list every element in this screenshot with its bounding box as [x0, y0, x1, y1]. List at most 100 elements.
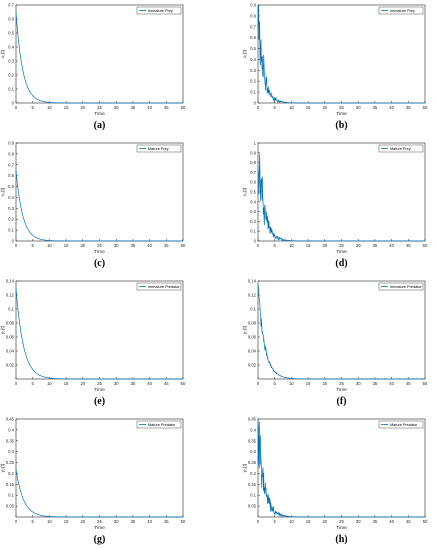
- y-tick-label: 0.6: [250, 35, 256, 40]
- data-point: [404, 378, 406, 380]
- data-point: [175, 240, 177, 242]
- legend-box: [136, 144, 182, 153]
- x-tick-label: 0: [15, 381, 18, 386]
- x-tick-label: 15: [64, 243, 69, 248]
- data-point: [391, 240, 392, 242]
- data-point: [317, 516, 319, 518]
- data-point: [149, 240, 150, 242]
- data-point: [89, 102, 90, 104]
- y-tick-label: 0.3: [250, 209, 256, 214]
- panel-caption-text: (c): [93, 258, 106, 269]
- data-point: [424, 516, 426, 518]
- y-tick-label: 0.8: [8, 151, 14, 156]
- data-point: [424, 102, 426, 104]
- x-tick-label: 5: [274, 243, 277, 248]
- y-tick-label: 0.3: [8, 206, 14, 211]
- y-tick-label: 0.04: [6, 349, 15, 354]
- y-tick-label: 0.4: [250, 199, 256, 204]
- data-point: [102, 102, 104, 104]
- x-tick-label: 25: [339, 105, 344, 110]
- data-point: [371, 378, 372, 380]
- x-tick-label: 30: [356, 243, 361, 248]
- y-tick-label: 0: [254, 239, 257, 244]
- x-tick-label: 45: [164, 519, 169, 524]
- data-point: [122, 240, 124, 242]
- panel-caption-text: (a): [93, 120, 106, 131]
- y-tick-label: 0.9: [8, 141, 14, 146]
- legend-label: Immature Predator: [390, 285, 422, 289]
- y-tick-label: 0: [12, 101, 15, 106]
- data-point: [391, 102, 392, 104]
- data-point: [115, 102, 117, 104]
- x-tick-label: 15: [306, 243, 311, 248]
- data-point: [122, 102, 124, 104]
- panel-caption-text: (e): [93, 396, 106, 407]
- x-tick-label: 25: [97, 105, 102, 110]
- x-tick-label: 20: [80, 105, 85, 110]
- x-tick-label: 10: [289, 519, 294, 524]
- y-tick-label: 0.4: [8, 45, 14, 50]
- panel-caption: (g): [80, 534, 120, 545]
- data-point: [69, 240, 70, 242]
- panel-caption: (f): [322, 396, 362, 407]
- series-line: [257, 284, 425, 380]
- panel-caption: (c): [80, 258, 120, 269]
- data-point: [311, 240, 312, 242]
- data-point: [331, 516, 332, 518]
- x-tick-label: 30: [356, 105, 361, 110]
- data-point: [324, 516, 326, 518]
- legend-box: [136, 282, 182, 291]
- plot-area: [257, 418, 426, 518]
- x-tick-label: 0: [15, 243, 18, 248]
- x-tick-label: 50: [423, 105, 428, 110]
- x-tick-label: 0: [15, 105, 18, 110]
- data-point: [344, 102, 346, 104]
- data-point: [122, 516, 124, 518]
- data-point: [82, 516, 84, 518]
- data-point: [102, 240, 104, 242]
- y-tick-label: 0: [254, 101, 257, 106]
- x-tick-label: 50: [423, 381, 428, 386]
- x-tick-label: 20: [80, 243, 85, 248]
- y-tick-label: 0.35: [248, 438, 257, 443]
- data-point: [304, 516, 306, 518]
- plot-area: [15, 142, 184, 242]
- data-point: [311, 378, 312, 380]
- legend-box: [378, 6, 424, 15]
- x-tick-label: 0: [257, 105, 260, 110]
- panel-caption: (a): [80, 120, 120, 131]
- x-tick-label: 50: [423, 243, 428, 248]
- x-tick-label: 10: [289, 243, 294, 248]
- data-point: [397, 102, 399, 104]
- data-point: [384, 240, 386, 242]
- panel-caption: (b): [322, 120, 362, 131]
- data-point: [82, 378, 84, 380]
- data-point: [377, 240, 379, 242]
- y-axis-label: x₂(t): [242, 187, 248, 196]
- y-tick-label: 0.1: [8, 493, 14, 498]
- y-tick-label: 0.7: [8, 162, 14, 167]
- data-point: [417, 378, 419, 380]
- y-axis-label: x₁(t): [0, 49, 6, 58]
- y-axis-label: y₂(t): [242, 463, 248, 472]
- y-tick-label: 0.05: [248, 504, 257, 509]
- x-tick-label: 45: [406, 243, 411, 248]
- y-tick-label: 0.9: [250, 150, 256, 155]
- legend-label: Immature Prey: [390, 9, 415, 13]
- data-point: [109, 240, 110, 242]
- data-point: [175, 378, 177, 380]
- data-point: [135, 240, 137, 242]
- data-point: [49, 240, 50, 242]
- plot-area: [257, 142, 426, 242]
- x-tick-label: 35: [373, 519, 378, 524]
- panel-caption-text: (d): [335, 258, 348, 269]
- data-point: [55, 516, 57, 518]
- data-point: [135, 516, 137, 518]
- data-point: [337, 378, 339, 380]
- x-tick-label: 30: [114, 105, 119, 110]
- data-point: [424, 240, 426, 242]
- data-point: [82, 240, 84, 242]
- x-tick-label: 25: [97, 519, 102, 524]
- data-point: [135, 102, 137, 104]
- y-tick-label: 0.15: [248, 482, 257, 487]
